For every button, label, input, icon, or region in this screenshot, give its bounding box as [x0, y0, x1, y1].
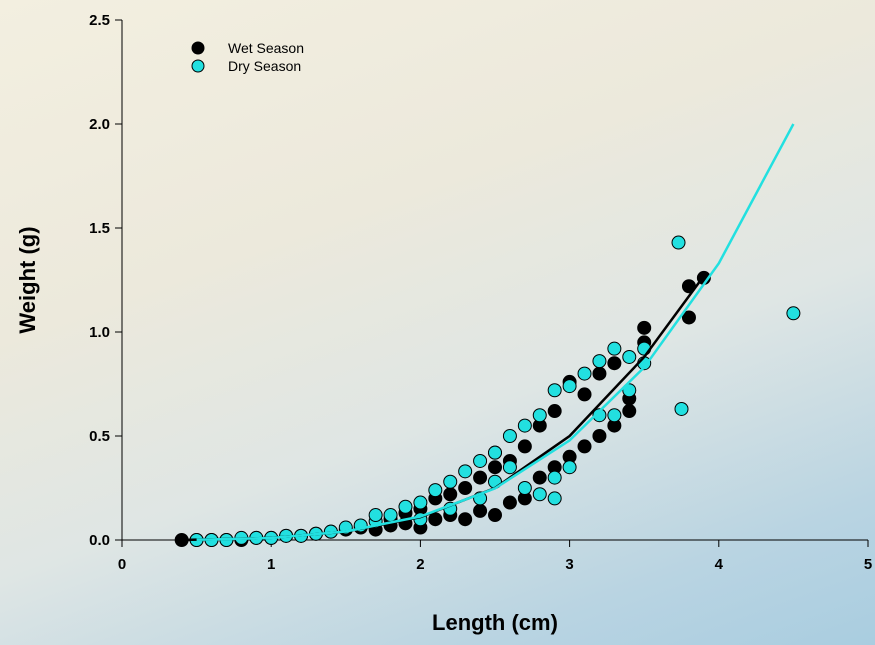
y-tick-label: 1.0: [89, 324, 110, 341]
point: [592, 354, 607, 369]
x-tick-label: 0: [118, 556, 126, 573]
x-tick-label: 2: [416, 556, 424, 573]
point: [532, 408, 547, 423]
point: [562, 379, 577, 394]
point: [607, 356, 622, 371]
x-axis-title: Length (cm): [432, 610, 558, 635]
x-tick-label: 4: [715, 556, 724, 573]
point: [547, 383, 562, 398]
y-tick-label: 2.5: [89, 12, 110, 29]
x-tick-label: 5: [864, 556, 872, 573]
point: [383, 508, 398, 523]
point: [473, 453, 488, 468]
point: [622, 349, 637, 364]
point: [517, 481, 532, 495]
point: [473, 503, 488, 518]
legend-label: Dry Season: [228, 58, 301, 74]
point: [458, 481, 473, 495]
point: [532, 470, 547, 485]
y-tick-label: 0.5: [89, 428, 110, 445]
point: [502, 429, 517, 443]
point: [577, 439, 592, 454]
y-tick-label: 0.0: [89, 532, 110, 549]
point: [681, 310, 696, 325]
point: [517, 439, 532, 454]
point: [488, 508, 502, 523]
point: [592, 366, 607, 381]
point: [577, 387, 592, 402]
point: [592, 408, 607, 423]
point: [786, 306, 801, 321]
point: [517, 418, 532, 433]
point: [428, 483, 443, 498]
point: [637, 320, 652, 335]
point: [592, 429, 607, 443]
point: [607, 341, 622, 356]
y-tick-label: 2.0: [89, 116, 110, 133]
fit-curve: [196, 123, 795, 542]
y-axis-title: Weight (g): [15, 226, 40, 333]
point: [674, 401, 689, 416]
y-tick-label: 1.5: [89, 220, 110, 237]
point: [622, 383, 637, 398]
point: [547, 491, 562, 506]
x-tick-label: 3: [565, 556, 573, 573]
legend-marker: [191, 41, 205, 55]
point: [671, 235, 686, 250]
legend-marker: [191, 59, 205, 73]
point: [622, 404, 637, 419]
point: [443, 487, 458, 502]
point: [562, 460, 577, 475]
point: [398, 499, 413, 514]
point: [368, 508, 383, 523]
point: [577, 366, 592, 381]
point: [547, 470, 562, 485]
point: [532, 487, 547, 502]
point: [443, 474, 458, 489]
point: [637, 341, 652, 356]
point: [502, 495, 517, 510]
x-tick-label: 1: [267, 556, 275, 573]
point: [473, 470, 488, 485]
point: [488, 460, 502, 475]
point: [488, 445, 502, 460]
point: [458, 464, 473, 479]
point: [607, 408, 622, 423]
point: [502, 460, 517, 475]
point: [458, 512, 473, 527]
point: [547, 404, 562, 419]
legend-label: Wet Season: [228, 40, 304, 56]
point: [413, 495, 428, 510]
point: [428, 512, 443, 527]
